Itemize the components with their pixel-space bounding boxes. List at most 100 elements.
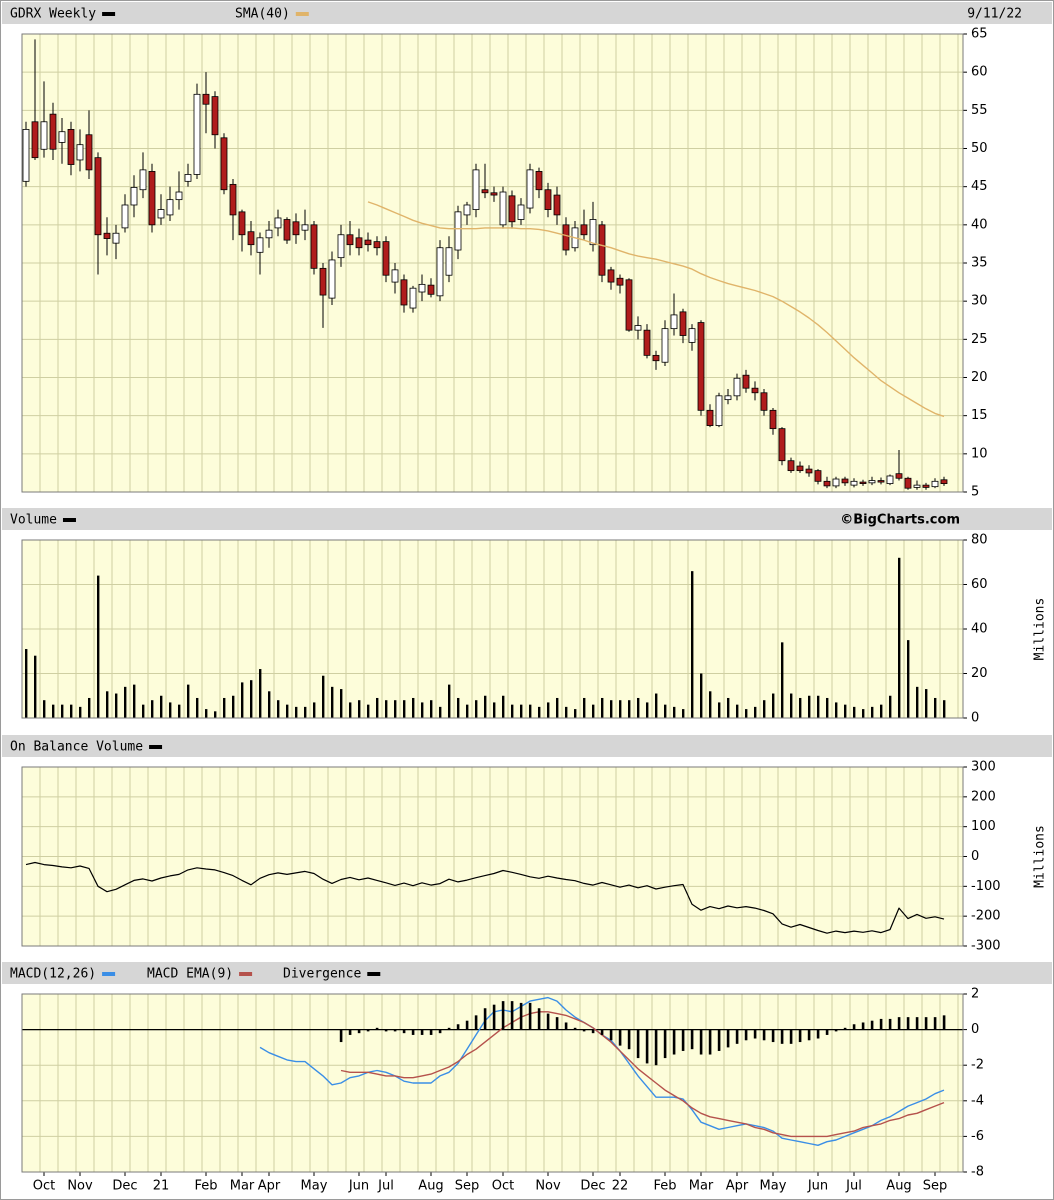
candle-body [679,311,687,336]
candle-body [283,219,291,241]
divergence-bar [537,1008,541,1030]
volume-bar [430,700,433,718]
candle-body [337,234,345,259]
candle-body [481,189,489,194]
candle-body [373,241,381,249]
candle-body [778,428,786,462]
y-tick-label: 5 [971,485,979,500]
plot-border [21,539,964,719]
volume-bar [565,706,568,718]
candle-body [184,174,192,182]
divergence-bar [573,1027,577,1030]
volume-bar [61,704,64,718]
candle-body [877,480,885,483]
divergence-bar [636,1029,640,1059]
candle-body [382,241,390,276]
volume-bar [916,686,919,718]
volume-bar [835,702,838,718]
candle-body [49,113,57,150]
credit: ©BigCharts.com [840,513,960,528]
volume-bar [484,695,487,718]
x-tick-label: Jun [348,1179,369,1194]
candle-body [85,134,93,171]
candle-body [544,189,552,210]
divergence-bar [600,1029,604,1035]
candle-body [58,131,66,143]
divergence-bar [699,1029,703,1055]
volume-bar [574,709,577,718]
volume-bar [349,702,352,718]
legend-label: GDRX Weekly [10,7,96,22]
volume-bar [313,702,316,718]
volume-bar [25,649,28,718]
y-tick-label: 10 [971,446,988,461]
y-tick-label: -4 [971,1093,984,1108]
x-tick-label: Jul [377,1179,394,1194]
divergence-bar [897,1017,901,1030]
candle-body [562,224,570,251]
legend-swatch [295,12,309,16]
candle-body [472,169,480,210]
legend-label: Divergence [283,967,361,982]
volume-bar [421,702,424,718]
y-tick-label: -100 [971,879,1001,894]
volume-bar [178,704,181,718]
candle-body [211,96,219,136]
candle-body [886,475,894,485]
volume-bar [268,691,271,718]
candle-body [805,468,813,474]
volume-bar [709,691,712,718]
volume-bar [691,571,694,718]
y-tick-label: 40 [971,217,988,232]
candle-body [103,232,111,239]
candle-body [40,121,48,150]
divergence-bar [519,1002,523,1030]
candle-body [346,234,354,246]
legend-swatch [367,972,381,976]
volume-bar [547,702,550,718]
y-tick-label: 30 [971,294,988,309]
volume-bar [52,704,55,718]
volume-bar [826,697,829,718]
x-tick-label: Oct [33,1179,55,1194]
x-tick-label: May [760,1179,787,1194]
volume-bar [394,700,397,718]
volume-bar [772,693,775,718]
volume-bar [736,704,739,718]
y-axis-label: Millions [1033,598,1048,661]
candle-body [670,314,678,330]
volume-bar [799,697,802,718]
candle-body [31,121,39,159]
divergence-bar [888,1018,892,1030]
divergence-bar [375,1027,379,1030]
volume-bar [853,706,856,718]
candle-body [364,239,372,246]
divergence-bar [798,1029,802,1043]
volume-bar [925,689,928,718]
divergence-bar [735,1029,739,1044]
y-tick-label: -8 [971,1165,984,1180]
volume-bar [214,711,217,718]
divergence-bar [339,1029,343,1043]
candle-body [355,237,363,249]
divergence-bar [672,1029,676,1055]
candle-body [454,211,462,251]
volume-bar [817,695,820,718]
candle-body [301,224,309,231]
volume-bar [88,697,91,718]
divergence-bar [681,1029,685,1051]
volume-bar [367,704,370,718]
candle-body [139,169,147,191]
divergence-bar [816,1029,820,1039]
y-tick-label: 55 [971,103,988,118]
divergence-bar [879,1018,883,1030]
candle-body [787,460,795,472]
x-tick-label: Dec [580,1179,605,1194]
candle-body [823,480,831,487]
candle-body [67,129,75,165]
volume-bar [646,702,649,718]
legend-label: MACD(12,26) [10,967,96,982]
panel-header [2,735,1052,757]
volume-bar [682,709,685,718]
